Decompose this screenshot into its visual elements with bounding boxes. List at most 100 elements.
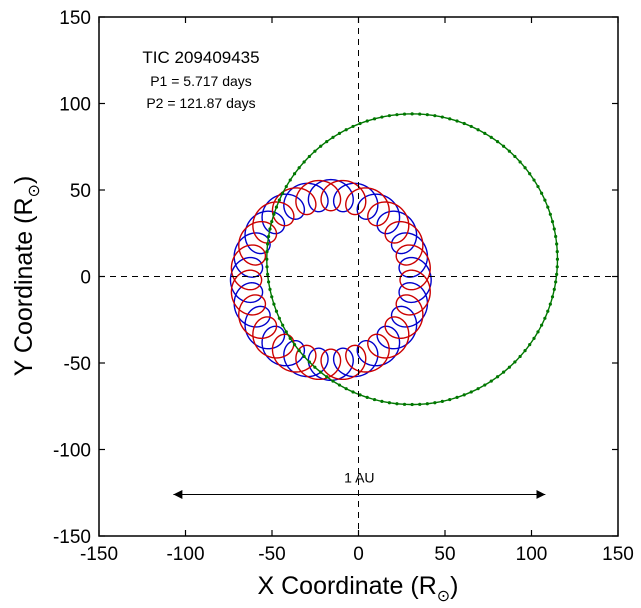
orbit-point (387, 114, 391, 118)
orbit-point (288, 336, 292, 340)
orbit-point (268, 227, 272, 231)
x-axis-unit: R (419, 572, 437, 600)
orbit-point (501, 144, 506, 148)
orbit-point (331, 135, 335, 139)
orbit-point (555, 272, 559, 276)
orbit-point (483, 131, 487, 135)
orbit-point (528, 172, 532, 176)
orbit-point (543, 316, 547, 320)
orbit-point (462, 121, 466, 126)
orbit-point (548, 212, 552, 216)
orbit-point (554, 234, 558, 239)
orbit-point (555, 249, 559, 254)
orbit-point (425, 113, 429, 117)
orbit-point (440, 399, 444, 403)
orbit-point (528, 343, 532, 347)
orbit-point (292, 343, 297, 347)
orbit-point (325, 375, 329, 379)
orbit-point (358, 121, 362, 126)
orbit-point (307, 360, 311, 364)
orbit-point (337, 383, 342, 387)
orbit-point (380, 399, 384, 403)
x-axis-unit-subscript: ⊙ (437, 588, 450, 605)
orbit-point (372, 397, 377, 402)
orbit-point (433, 114, 437, 118)
orbit-point (274, 205, 279, 209)
orbit-point (267, 234, 271, 239)
orbit-point (372, 117, 377, 121)
annotation-box: TIC 209409435 P1 = 5.717 days P2 = 121.8… (142, 48, 259, 111)
ticks-layer: -150 -100 -50 0 50 100 150 -150 -100 -50 0 50 100 150 (53, 8, 634, 565)
orbit-point (518, 160, 522, 164)
orbit-point (284, 330, 288, 334)
orbit-point (297, 349, 301, 353)
orbit-point (548, 302, 552, 306)
orbit-point (448, 397, 452, 402)
orbit-point (523, 349, 527, 353)
orbit-point (344, 128, 348, 132)
x-axis-close: ) (450, 572, 458, 600)
orbit-point (281, 191, 285, 195)
orbit-point (395, 402, 399, 406)
orbit-point (455, 119, 459, 123)
orbit-point (501, 370, 506, 374)
orbit-point (319, 370, 323, 374)
orbit-point (532, 336, 536, 340)
orbit-point (292, 172, 297, 176)
orbit-point (552, 287, 556, 292)
orbit-point (319, 144, 323, 148)
orbit-point (489, 135, 493, 139)
orbit-point (331, 379, 335, 383)
annotation-title: TIC 209409435 (142, 48, 259, 67)
y-tick-label: -50 (64, 354, 91, 375)
orbit-point (462, 393, 466, 397)
orbit-point (313, 149, 317, 153)
orbit-point (469, 124, 473, 129)
orbit-point (288, 178, 292, 182)
series-layer (229, 112, 560, 407)
orbit-point (418, 402, 422, 406)
orbit-point (550, 295, 555, 299)
x-axis-label: X Coordinate (R⊙) (257, 572, 458, 605)
y-axis-label-text: Y Coordinate (10, 231, 38, 376)
orbit-point (476, 128, 480, 132)
orbit-point (402, 402, 407, 406)
orbit-point (277, 198, 281, 202)
annotation-period-1: P1 = 5.717 days (150, 73, 252, 89)
orbit-point (395, 113, 399, 117)
orbit-point (554, 280, 558, 284)
orbit-point (507, 365, 511, 369)
orbit-point (266, 272, 270, 276)
orbit-point (495, 140, 500, 144)
orbit-point (418, 112, 422, 116)
y-tick-label: 150 (59, 8, 91, 29)
orbit-point (387, 401, 391, 405)
orbit-point (507, 149, 511, 153)
orbit-point (270, 219, 274, 224)
orbit-point (302, 160, 306, 164)
orbit-point (555, 242, 559, 246)
orbit-point (272, 212, 276, 216)
orbit-point (337, 131, 342, 135)
orbit-point (266, 242, 270, 246)
orbit-point (552, 227, 556, 231)
orbit-point (518, 354, 522, 359)
orbit-point (536, 330, 540, 334)
y-tick-label: -100 (53, 441, 91, 462)
orbit-point (483, 383, 487, 387)
scale-bar-label: 1 AU (344, 469, 374, 485)
x-tick-label: -100 (166, 544, 204, 565)
orbit-point (425, 402, 429, 406)
orbit-point (358, 393, 362, 397)
orbit-point (351, 124, 355, 129)
orbit-point (284, 184, 288, 189)
y-axis-unit: R (10, 197, 38, 215)
orbit-point (550, 219, 555, 224)
orbit-point (380, 115, 384, 119)
orbit-point (540, 191, 544, 195)
y-axis-close: ) (10, 176, 38, 184)
orbit-point (344, 387, 348, 391)
x-tick-label: 100 (516, 544, 548, 565)
orbit-point (433, 401, 437, 405)
orbit-point (489, 379, 493, 383)
